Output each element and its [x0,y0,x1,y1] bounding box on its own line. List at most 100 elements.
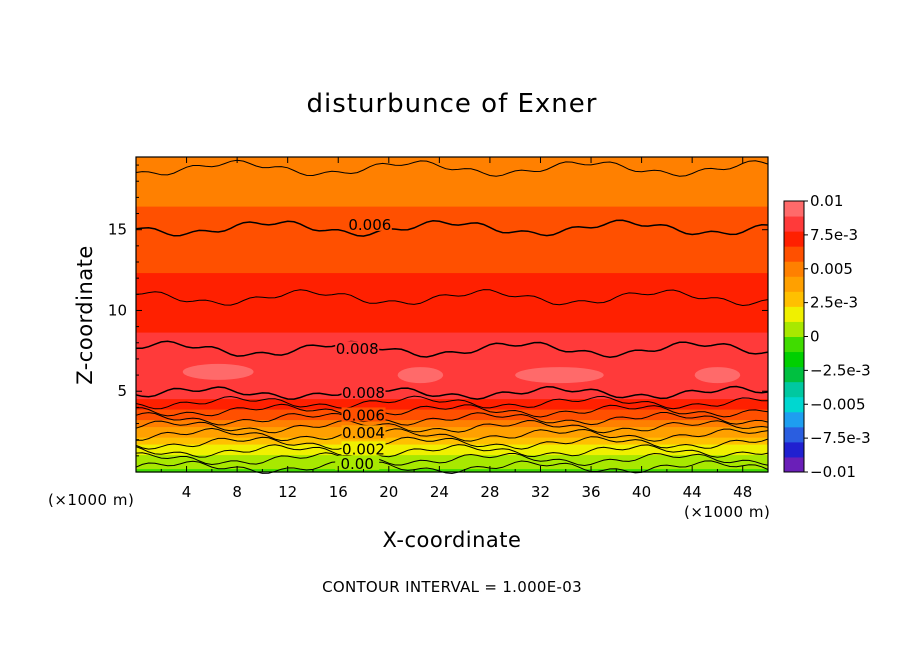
contour-line [135,452,769,467]
contour-band [136,412,768,417]
contour-band [136,174,768,179]
contour-band [136,325,768,330]
colorbar-label: 0.005 [810,260,853,278]
colorbar-swatch [784,366,804,383]
contour-band [136,192,768,197]
contour-line [135,427,769,442]
contour-band [136,276,768,281]
contour-line [135,403,769,418]
contour-band [136,307,768,312]
colorbar-swatch [784,381,804,398]
contour-band [136,223,768,228]
contour-band [136,283,768,288]
x-tick-label: 28 [480,483,499,501]
contour-band [136,374,768,379]
contour-band [136,426,768,431]
contour-band [136,234,768,239]
contour-band [136,213,768,218]
contour-label: 0.008 [336,340,379,358]
contour-band [136,465,768,470]
x-unit-left: (×1000 m) [48,491,134,509]
contour-band [136,395,768,400]
contour-band [136,279,768,284]
contour-label-bg [335,341,380,356]
contour-line [135,460,769,475]
contour-band [136,195,768,200]
x-tick-label: 32 [531,483,550,501]
contour-label: 0.006 [348,216,391,234]
contour-band [136,461,768,466]
y-axis-ticks: 5 10 15 [108,164,768,457]
x-unit-right: (×1000 m) [684,503,770,521]
x-tick-label: 44 [683,483,702,501]
y-tick-label: 15 [108,221,127,239]
contour-line [135,289,769,307]
contour-band [136,286,768,291]
colorbar-label: −0.01 [810,463,856,481]
contour-band [136,433,768,438]
contour-band [136,321,768,326]
contour-band [136,419,768,424]
contour-band [136,367,768,372]
contour-band [136,188,768,193]
contour-max-patch [515,367,604,384]
contour-band [136,423,768,428]
contour-band [136,244,768,249]
contour-fill-bands [136,157,768,473]
contour-band [136,206,768,211]
contour-band [136,178,768,183]
contour-band [136,405,768,410]
contour-band [136,202,768,207]
contour-band [136,220,768,225]
contour-band [136,332,768,337]
colorbar-swatch [784,336,804,353]
contour-band [136,216,768,221]
contour-band [136,430,768,435]
contour-band [136,272,768,277]
x-tick-label: 40 [632,483,651,501]
contour-band [136,171,768,176]
contour-line [135,444,769,458]
contour-band [136,311,768,316]
contour-line [135,395,768,410]
contour-label-bg [335,455,380,470]
colorbar-label: −0.005 [810,395,866,413]
contour-band [136,258,768,263]
contour-band [136,335,768,340]
contour-band [136,339,768,344]
x-axis-ticks: 4 8 12 16 20 24 28 32 36 40 44 48 [160,157,752,501]
contour-line [135,412,769,426]
contour-band [136,227,768,232]
x-tick-label: 12 [278,483,297,501]
contour-line [135,159,769,177]
contour-label: 0.004 [342,424,385,442]
contour-band [136,363,768,368]
colorbar-swatch [784,426,804,443]
contour-line [136,340,769,359]
contour-band [136,416,768,421]
contour-band [136,237,768,242]
y-tick-label: 10 [108,301,127,319]
contour-band [136,290,768,295]
contour-band [136,346,768,351]
contour-band [136,447,768,452]
contour-lines [135,159,769,475]
colorbar-label: −7.5e-3 [810,429,871,447]
contour-band [136,297,768,302]
contour-band [136,356,768,361]
x-tick-label: 4 [182,483,192,501]
colorbar-swatch [784,276,804,292]
contour-max-patch [694,367,741,384]
contour-band [136,437,768,442]
colorbar-swatch [784,261,804,277]
contour-band [136,318,768,323]
contour-label: 0.002 [342,440,385,458]
contour-line [135,219,769,237]
contour-label: 0.008 [342,384,385,402]
contour-interval-note: CONTOUR INTERVAL = 1.000E-03 [322,578,582,596]
contour-band [136,230,768,235]
contour-band [136,440,768,445]
